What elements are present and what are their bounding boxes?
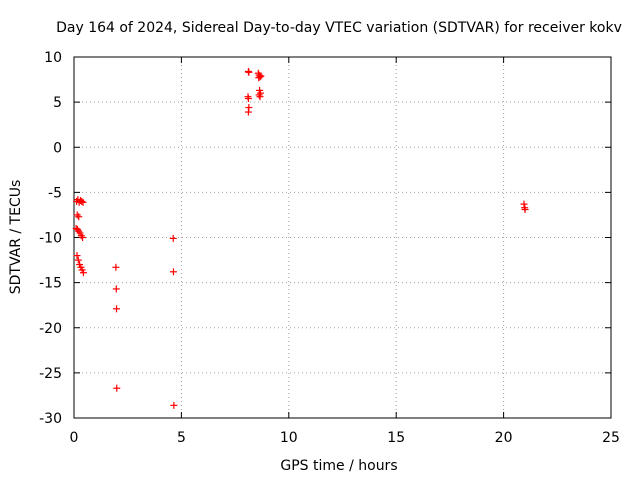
data-point — [256, 93, 264, 101]
y-tick-label: 10 — [44, 50, 62, 66]
y-tick-label: -25 — [39, 366, 62, 382]
x-tick-label: 20 — [495, 430, 513, 446]
y-tick-label: -20 — [39, 321, 62, 337]
x-tick-label: 25 — [602, 430, 620, 446]
data-point — [521, 206, 529, 214]
chart-title: Day 164 of 2024, Sidereal Day-to-day VTE… — [56, 20, 622, 36]
y-tick-label: -15 — [39, 276, 62, 292]
data-point — [73, 252, 81, 260]
y-tick-label: 5 — [53, 95, 62, 111]
data-point — [78, 197, 86, 205]
grid — [74, 57, 611, 418]
axis-ticks: 0 5 10 15 20 25 -30 -25 -20 -15 -10 -5 0 5 10 — [39, 50, 620, 446]
x-tick-label: 5 — [177, 430, 186, 446]
data-point — [169, 234, 177, 242]
data-point — [79, 269, 87, 277]
data-point — [112, 285, 120, 293]
y-tick-label: -30 — [39, 411, 62, 427]
data-point — [244, 95, 252, 103]
data-point — [169, 268, 177, 276]
y-tick-label: -10 — [39, 231, 62, 247]
x-tick-label: 10 — [280, 430, 298, 446]
data-point — [113, 305, 121, 313]
x-tick-label: 15 — [387, 430, 405, 446]
data-point — [79, 198, 87, 206]
y-axis-label: SDTVAR / TECUs — [8, 180, 24, 295]
data-point — [170, 401, 178, 409]
x-axis-label: GPS time / hours — [280, 458, 397, 474]
data-point — [73, 211, 81, 219]
data-point — [113, 384, 121, 392]
data-point — [79, 234, 87, 241]
x-tick-label: 0 — [70, 430, 79, 446]
data-point — [75, 213, 83, 221]
y-tick-label: 0 — [53, 140, 62, 156]
data-point — [245, 68, 253, 76]
data-point — [255, 74, 263, 82]
data-point — [255, 91, 263, 99]
data-point — [112, 263, 120, 271]
data-point — [74, 256, 82, 264]
y-tick-label: -5 — [48, 185, 62, 201]
data-point — [244, 108, 252, 116]
data-point — [256, 73, 264, 81]
data-points — [72, 67, 529, 409]
data-point — [520, 200, 528, 208]
